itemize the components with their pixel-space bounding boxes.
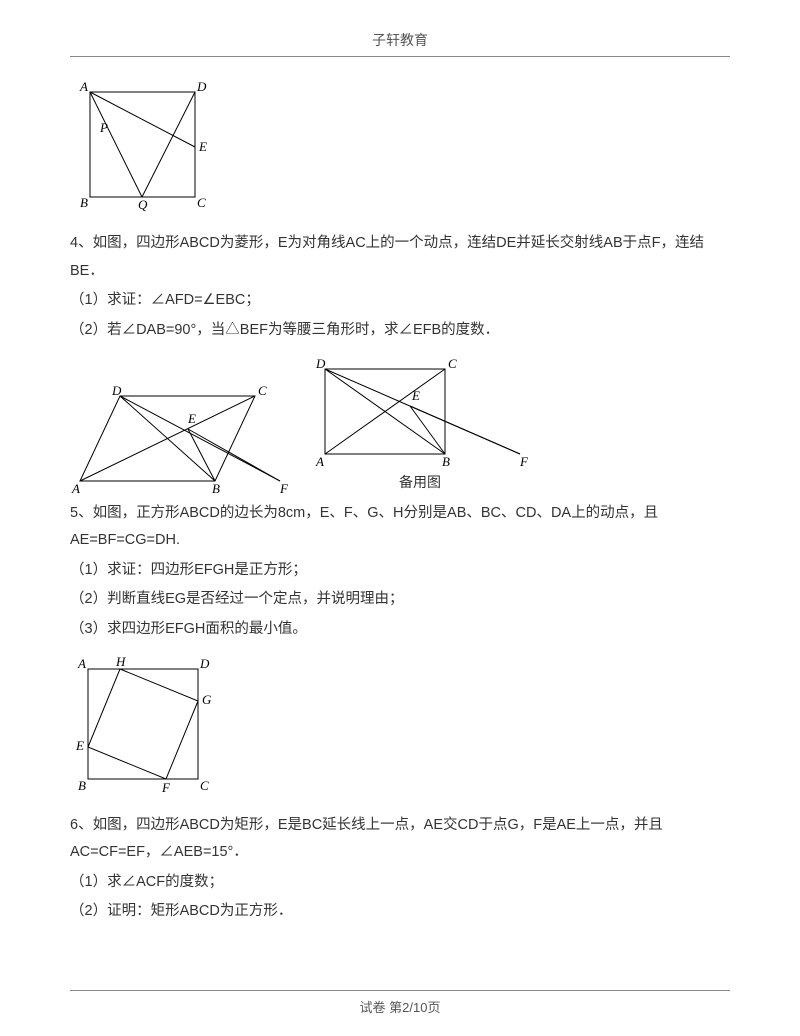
lbl-C: C: [197, 195, 206, 210]
q6-sub1: （1）求∠ACF的度数；: [70, 869, 730, 897]
lbl-B: B: [80, 195, 88, 210]
svg-text:C: C: [448, 356, 457, 371]
header-title: 子轩教育: [372, 32, 428, 48]
lbl-E: E: [198, 139, 207, 154]
svg-text:A: A: [77, 656, 86, 671]
svg-text:E: E: [411, 388, 420, 403]
svg-text:A: A: [315, 454, 324, 469]
q4-sub2: （2）若∠DAB=90°，当△BEF为等腰三角形时，求∠EFB的度数．: [70, 317, 730, 345]
lbl-Q: Q: [138, 197, 148, 212]
q4-caption: 备用图: [399, 469, 441, 496]
svg-text:F: F: [519, 454, 529, 469]
q4-figures: A B C D E F: [70, 354, 730, 496]
page-header: 子轩教育: [70, 30, 730, 57]
q4-figA: A B C D E F: [70, 381, 290, 496]
q4-sub1: （1）求证：∠AFD=∠EBC；: [70, 287, 730, 315]
q6-sub2: （2）证明：矩形ABCD为正方形．: [70, 898, 730, 926]
svg-text:E: E: [187, 411, 196, 426]
page-footer: 试卷 第2/10页: [70, 990, 730, 1016]
svg-text:C: C: [200, 778, 209, 793]
lbl-P: P: [99, 120, 108, 135]
lbl-D: D: [196, 79, 207, 94]
svg-text:H: H: [115, 654, 126, 669]
q5-sub1: （1）求证：四边形EFGH是正方形；: [70, 557, 730, 585]
svg-text:C: C: [258, 383, 267, 398]
svg-text:B: B: [442, 454, 450, 469]
svg-text:D: D: [199, 656, 210, 671]
q4-figB: A B C D E F: [310, 354, 530, 469]
svg-text:D: D: [111, 383, 122, 398]
q5-sub2: （2）判断直线EG是否经过一个定点，并说明理由；: [70, 586, 730, 614]
svg-text:E: E: [75, 738, 84, 753]
q6-text: 6、如图，四边形ABCD为矩形，E是BC延长线上一点，AE交CD于点G，F是AE…: [70, 812, 730, 867]
svg-text:B: B: [78, 778, 86, 793]
svg-text:B: B: [212, 481, 220, 496]
q4-text: 4、如图，四边形ABCD为菱形，E为对角线AC上的一个动点，连结DE并延长交射线…: [70, 230, 730, 285]
footer-text: 试卷 第2/10页: [360, 1000, 441, 1015]
svg-text:F: F: [161, 780, 171, 794]
figure-q3: A D B C P E Q: [70, 77, 730, 212]
content: A D B C P E Q 4、如图，四边形ABCD为菱形，E为对角线AC上的一…: [70, 77, 730, 926]
svg-text:A: A: [71, 481, 80, 496]
svg-text:D: D: [315, 356, 326, 371]
svg-text:G: G: [202, 692, 212, 707]
q5-figure: A D B C H G F E: [70, 654, 730, 794]
q5-text: 5、如图，正方形ABCD的边长为8cm，E、F、G、H分别是AB、BC、CD、D…: [70, 500, 730, 555]
svg-text:F: F: [279, 481, 289, 496]
q5-sub3: （3）求四边形EFGH面积的最小值。: [70, 616, 730, 644]
lbl-A: A: [79, 79, 88, 94]
